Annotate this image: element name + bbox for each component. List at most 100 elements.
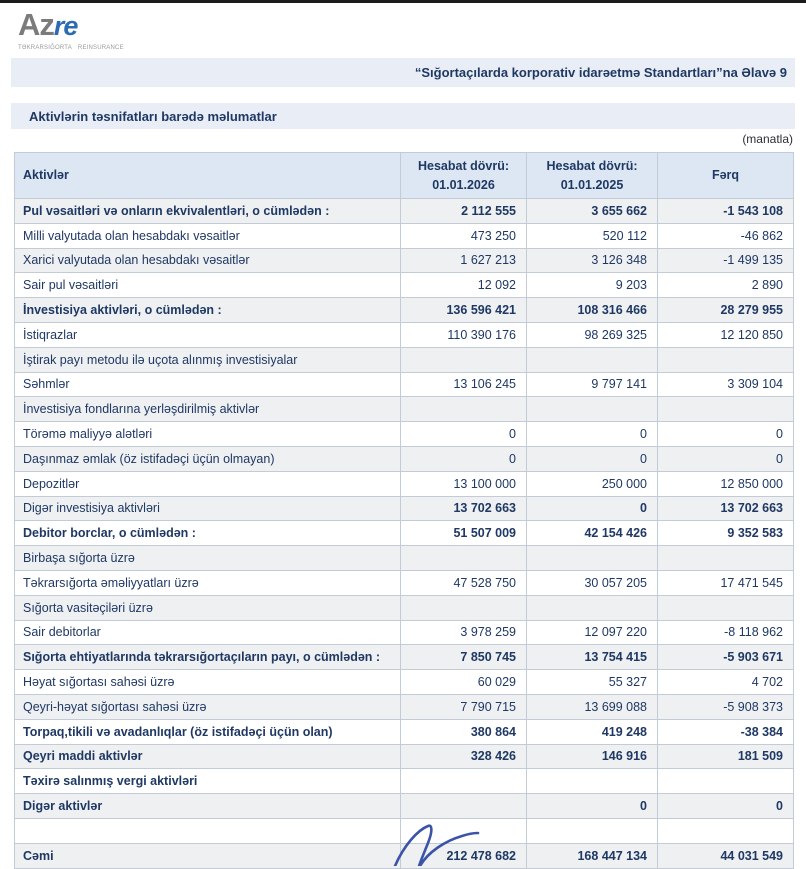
column-header-assets: Aktivlər bbox=[14, 152, 401, 199]
table-row: Sair pul vəsaitləri 12 092 9 203 2 890 bbox=[14, 272, 794, 299]
value-diff: 2 890 bbox=[657, 272, 794, 299]
value-2025: 98 269 325 bbox=[526, 321, 658, 348]
value-2026: 60 029 bbox=[400, 669, 527, 695]
table-row: Sığorta vasitəçiləri üzrə bbox=[14, 594, 794, 621]
value-2025: 13 699 088 bbox=[526, 693, 658, 720]
value-2025: 55 327 bbox=[526, 669, 658, 695]
value-2026 bbox=[400, 817, 527, 844]
value-diff: 17 471 545 bbox=[657, 569, 794, 596]
row-label: Digər aktivlər bbox=[14, 793, 401, 819]
value-2025 bbox=[526, 545, 658, 571]
table-row: İnvestisiya aktivləri, o cümlədən :136 5… bbox=[14, 297, 794, 323]
row-label: Həyat sığortası sahəsi üzrə bbox=[14, 669, 401, 695]
row-label: Milli valyutada olan hesabdakı vəsaitlər bbox=[14, 222, 401, 249]
annex-banner: “Sığortaçılarda korporativ idarəetmə Sta… bbox=[11, 58, 795, 87]
value-diff: 28 279 955 bbox=[657, 297, 794, 323]
row-label: İştirak payı metodu ilə uçota alınmış in… bbox=[14, 346, 401, 373]
table-row: Xarici valyutada olan hesabdakı vəsaitlə… bbox=[14, 247, 794, 274]
value-diff bbox=[657, 594, 794, 621]
table-title-banner: Aktivlərin təsnifatları barədə məlumatla… bbox=[11, 103, 795, 129]
value-diff: -38 384 bbox=[657, 718, 794, 745]
logo-az-text: Az bbox=[18, 7, 55, 42]
value-diff: -5 903 671 bbox=[657, 644, 794, 671]
table-row: Pul vəsaitləri və onların ekvivalentləri… bbox=[14, 198, 794, 224]
row-label bbox=[14, 817, 401, 844]
value-diff bbox=[657, 545, 794, 571]
value-2026: 12 092 bbox=[400, 272, 527, 299]
value-2026 bbox=[400, 545, 527, 571]
value-diff: -46 862 bbox=[657, 222, 794, 249]
logo-re-text: re bbox=[53, 11, 79, 41]
table-row: Həyat sığortası sahəsi üzrə 60 029 55 327 4… bbox=[14, 669, 794, 695]
assets-table: Aktivlər Hesabat dövrü: 01.01.2026 Hesab… bbox=[14, 152, 794, 869]
table-row: Torpaq,tikili və avadanlıqlar (öz istifa… bbox=[14, 718, 794, 745]
table-header-row: Aktivlər Hesabat dövrü: 01.01.2026 Hesab… bbox=[14, 152, 794, 199]
azre-logo: Azre TƏKRARSIĞORTA REINSURANCE bbox=[18, 7, 138, 51]
value-2026: 7 850 745 bbox=[400, 644, 527, 671]
page-title: Aktivlərin təsnifatları barədə məlumatla… bbox=[29, 108, 277, 124]
table-row: Digər investisiya aktivləri 13 702 663 0 13… bbox=[14, 495, 794, 522]
value-diff: -1 543 108 bbox=[657, 198, 794, 224]
annex-note-text: “Sığortaçılarda korporativ idarəetmə Sta… bbox=[414, 65, 787, 80]
table-row: Milli valyutada olan hesabdakı vəsaitlər… bbox=[14, 222, 794, 249]
value-2025 bbox=[526, 346, 658, 373]
value-2025: 9 203 bbox=[526, 272, 658, 299]
row-label: Qeyri-həyat sığortası sahəsi üzrə bbox=[14, 693, 401, 720]
value-2025 bbox=[526, 768, 658, 795]
value-2026: 3 978 259 bbox=[400, 619, 527, 646]
row-label: Törəmə maliyyə alətləri bbox=[14, 421, 401, 447]
value-diff: -8 118 962 bbox=[657, 619, 794, 646]
table-row: Daşınmaz əmlak (öz istifadəçi üçün olmay… bbox=[14, 445, 794, 472]
value-2026: 212 478 682 bbox=[400, 842, 527, 869]
table-row: İstiqrazlar 110 390 176 98 269 325 12 120 8… bbox=[14, 321, 794, 348]
table-row: Səhmlər 13 106 245 9 797 141 3 309 104 bbox=[14, 371, 794, 398]
value-diff bbox=[657, 768, 794, 795]
value-2025 bbox=[526, 817, 658, 844]
value-2026 bbox=[400, 594, 527, 621]
value-diff: 44 031 549 bbox=[657, 842, 794, 869]
row-label: Qeyri maddi aktivlər bbox=[14, 743, 401, 770]
row-label: Cəmi bbox=[14, 842, 401, 869]
value-2025: 520 112 bbox=[526, 222, 658, 249]
row-label: Debitor borclar, o cümlədən : bbox=[14, 520, 401, 547]
table-row: Cəmi 212 478 682 168 447 134 44 031 549 bbox=[14, 842, 794, 869]
value-2025 bbox=[526, 594, 658, 621]
value-2026: 1 627 213 bbox=[400, 247, 527, 274]
row-label: Torpaq,tikili və avadanlıqlar (öz istifa… bbox=[14, 718, 401, 745]
table-row: Qeyri maddi aktivlər 328 426 146 916 181 50… bbox=[14, 743, 794, 770]
value-diff: 9 352 583 bbox=[657, 520, 794, 547]
value-2025: 108 316 466 bbox=[526, 297, 658, 323]
row-label: Daşınmaz əmlak (öz istifadəçi üçün olmay… bbox=[14, 445, 401, 472]
value-2026 bbox=[400, 346, 527, 373]
scan-top-edge-line bbox=[0, 0, 806, 3]
row-label: Birbaşa sığorta üzrə bbox=[14, 545, 401, 571]
value-2025: 3 126 348 bbox=[526, 247, 658, 274]
row-label: Digər investisiya aktivləri bbox=[14, 495, 401, 522]
value-2025: 42 154 426 bbox=[526, 520, 658, 547]
value-2025: 168 447 134 bbox=[526, 842, 658, 869]
value-2026: 0 bbox=[400, 421, 527, 447]
table-row: Digər aktivlər 0 0 bbox=[14, 793, 794, 819]
table-row: Sığorta ehtiyatlarında təkrarsığortaçıla… bbox=[14, 644, 794, 671]
value-diff: 3 309 104 bbox=[657, 371, 794, 398]
value-2025: 0 bbox=[526, 421, 658, 447]
row-label: Xarici valyutada olan hesabdakı vəsaitlə… bbox=[14, 247, 401, 274]
value-2025: 146 916 bbox=[526, 743, 658, 770]
row-label: Təkrarsığorta əməliyyatları üzrə bbox=[14, 569, 401, 596]
row-label: İstiqrazlar bbox=[14, 321, 401, 348]
value-diff: 12 850 000 bbox=[657, 470, 794, 497]
value-2026: 473 250 bbox=[400, 222, 527, 249]
table-row: Qeyri-həyat sığortası sahəsi üzrə 7 790 7… bbox=[14, 693, 794, 720]
value-2026: 13 106 245 bbox=[400, 371, 527, 398]
value-2026: 136 596 421 bbox=[400, 297, 527, 323]
value-diff: 13 702 663 bbox=[657, 495, 794, 522]
value-2026: 47 528 750 bbox=[400, 569, 527, 596]
row-label: Depozitlər bbox=[14, 470, 401, 497]
value-diff: 0 bbox=[657, 421, 794, 447]
value-2025: 30 057 205 bbox=[526, 569, 658, 596]
table-row: Depozitlər 13 100 000 250 000 12 850 000 bbox=[14, 470, 794, 497]
value-2025: 419 248 bbox=[526, 718, 658, 745]
value-2025: 0 bbox=[526, 495, 658, 522]
table-row: Törəmə maliyyə alətləri 0 0 0 bbox=[14, 421, 794, 447]
row-label: Təxirə salınmış vergi aktivləri bbox=[14, 768, 401, 795]
